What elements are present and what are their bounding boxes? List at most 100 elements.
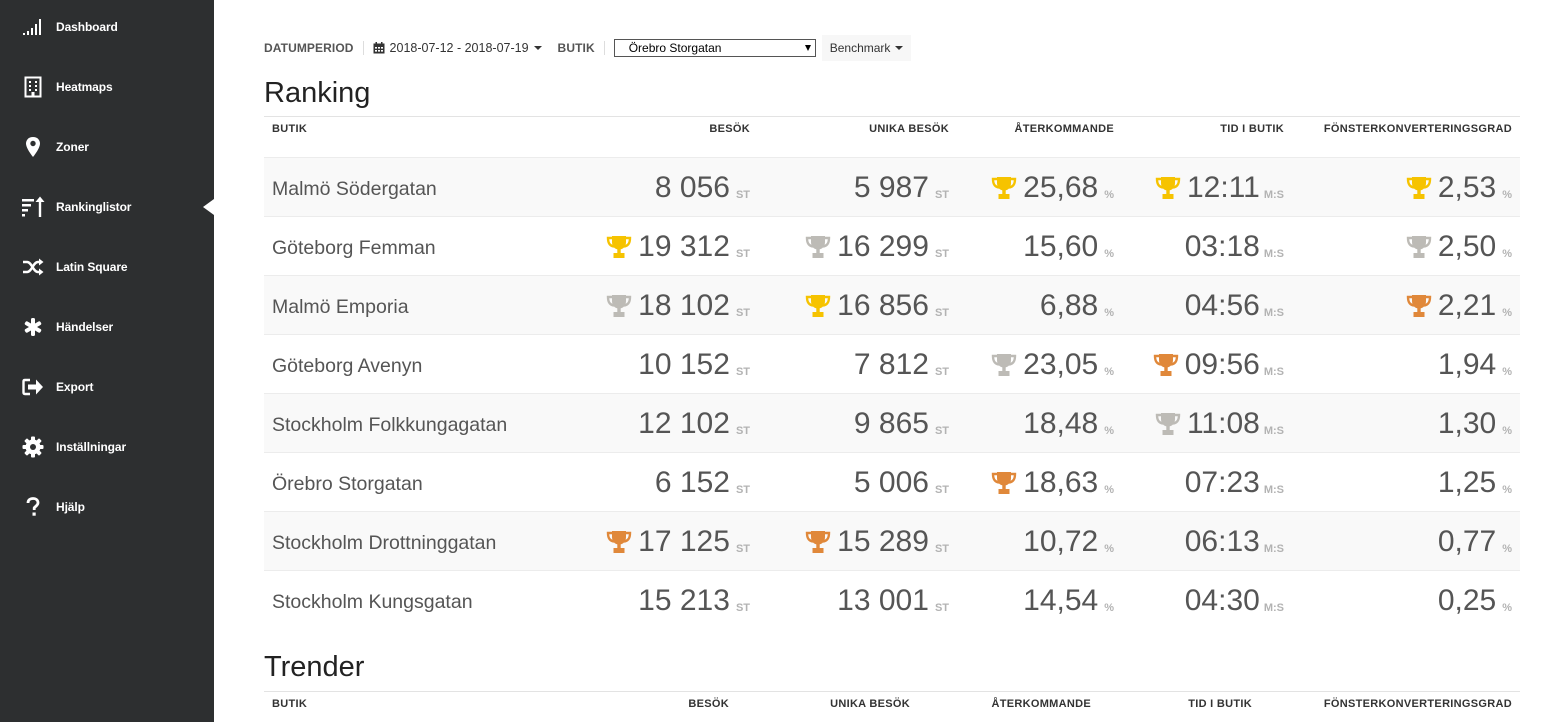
cell-conversion: 0,77% (1438, 512, 1512, 571)
unique-value: 5 987 (853, 170, 929, 204)
unit-label: ST (934, 425, 949, 437)
unit-label: ST (735, 307, 750, 319)
cell-visits: 19 312 ST (605, 217, 750, 276)
unit-label: % (1502, 543, 1512, 555)
column-header-visits[interactable]: BESÖK (688, 698, 729, 710)
cell-conversion: 1,30% (1438, 394, 1512, 453)
time-value: 04:30 (1184, 583, 1260, 617)
time-value: 03:18 (1184, 229, 1260, 263)
table-row[interactable]: Örebro Storgatan 6 152 ST 5 006 ST 18,63% 07:2… (264, 452, 1520, 511)
sidebar-item-heatmaps[interactable]: Heatmaps (0, 57, 214, 117)
visits-value: 12 102 (638, 406, 730, 440)
table-row[interactable]: Stockholm Kungsgatan 15 213 ST 13 001 ST 14,5… (264, 570, 1520, 629)
table-row[interactable]: Göteborg Femman 19 312 ST 16 299 ST 15,60% 03:… (264, 216, 1520, 275)
cell-visits: 15 213 ST (638, 571, 750, 630)
unit-label: % (1104, 602, 1114, 614)
cell-conversion: 2,50% (1405, 217, 1512, 276)
cell-time: 12:11 M:S (1154, 158, 1284, 217)
column-header-store[interactable]: BUTIK (272, 123, 308, 135)
time-value: 09:56 (1184, 347, 1260, 381)
bronze-trophy-icon (1152, 350, 1180, 380)
unit-label: % (1104, 366, 1114, 378)
table-row[interactable]: Malmö Södergatan 8 056 ST 5 987 ST 25,68% 12:1… (264, 157, 1520, 216)
store-name: Göteborg Femman (272, 237, 436, 259)
unit-label: % (1502, 602, 1512, 614)
conversion-value: 2,21 (1437, 288, 1497, 322)
store-name: Örebro Storgatan (272, 473, 423, 495)
column-header-unique[interactable]: UNIKA BESÖK (869, 123, 949, 135)
silver-trophy-icon (990, 350, 1018, 380)
cell-unique: 7 812 ST (854, 335, 949, 394)
date-range-value: 2018-07-12 - 2018-07-19 (389, 41, 529, 55)
store-name: Stockholm Folkkungagatan (272, 414, 508, 436)
store-name: Stockholm Drottninggatan (272, 532, 497, 554)
cell-conversion: 1,25% (1438, 453, 1512, 512)
sidebar-item-label: Händelser (56, 320, 114, 334)
sidebar-item-installningar[interactable]: Inställningar (0, 417, 214, 477)
column-header-unique[interactable]: UNIKA BESÖK (830, 698, 910, 710)
column-header-store[interactable]: BUTIK (272, 698, 308, 710)
filter-divider (362, 41, 364, 55)
sidebar-item-export[interactable]: Export (0, 357, 214, 417)
cell-returning: 23,05% (990, 335, 1114, 394)
unit-label: % (1104, 425, 1114, 437)
unit-label: ST (735, 189, 750, 201)
table-row[interactable]: Göteborg Avenyn 10 152 ST 7 812 ST 23,05% 09:5… (264, 334, 1520, 393)
sidebar-item-dashboard[interactable]: Dashboard (0, 0, 214, 57)
benchmark-dropdown[interactable]: Benchmark (821, 35, 912, 61)
cell-returning: 10,72% (1023, 512, 1114, 571)
store-select-value: Örebro Storgatan (628, 41, 722, 55)
chevron-down-icon (533, 46, 542, 50)
column-header-conversion[interactable]: FÖNSTERKONVERTERINGSGRAD (1323, 123, 1512, 135)
unit-label: ST (735, 248, 750, 260)
table-row[interactable]: Stockholm Folkkungagatan 12 102 ST 9 865 ST 1… (264, 393, 1520, 452)
table-row[interactable]: Malmö Emporia 18 102 ST 16 856 ST 6,88% 04:56 M… (264, 275, 1520, 334)
cell-time: 06:13 M:S (1185, 512, 1284, 571)
sidebar-item-zoner[interactable]: Zoner (0, 117, 214, 177)
cell-unique: 5 006 ST (854, 453, 949, 512)
sign-out-icon (21, 375, 45, 399)
gear-icon (21, 435, 45, 459)
sidebar-item-handelser[interactable]: Händelser (0, 297, 214, 357)
conversion-value: 1,94 (1437, 347, 1497, 381)
conversion-value: 0,77 (1437, 524, 1497, 558)
column-header-time[interactable]: TID I BUTIK (1220, 123, 1284, 135)
column-header-conversion[interactable]: FÖNSTERKONVERTERINGSGRAD (1323, 698, 1512, 710)
unit-label: M:S (1263, 425, 1284, 437)
unit-label: M:S (1263, 307, 1284, 319)
visits-value: 17 125 (638, 524, 730, 558)
unique-value: 9 865 (853, 406, 929, 440)
bronze-trophy-icon (1405, 291, 1433, 321)
table-row[interactable]: Stockholm Drottninggatan 17 125 ST 15 289 ST… (264, 511, 1520, 570)
ranking-title: Ranking (264, 77, 371, 109)
unit-label: % (1502, 425, 1512, 437)
cell-visits: 18 102 ST (605, 276, 750, 335)
time-value: 04:56 (1184, 288, 1260, 322)
sidebar-item-label: Heatmaps (56, 80, 113, 94)
column-header-time[interactable]: TID I BUTIK (1188, 698, 1252, 710)
sidebar-item-hjalp[interactable]: Hjälp (0, 477, 214, 537)
column-header-returning[interactable]: ÅTERKOMMANDE (1014, 123, 1114, 135)
cell-visits: 6 152 ST (655, 453, 750, 512)
date-range-picker[interactable]: 2018-07-12 - 2018-07-19 (373, 41, 542, 55)
calendar-icon (373, 42, 385, 54)
signal-bars-icon (21, 15, 45, 39)
sidebar-item-rankinglistor[interactable]: Rankinglistor (0, 177, 214, 237)
visits-value: 18 102 (638, 288, 730, 322)
unit-label: % (1104, 484, 1114, 496)
store-select[interactable]: Örebro Storgatan (613, 39, 816, 57)
main-content: DATUMPERIOD 2018-07-12 - 2018-07-19 BUTI… (264, 0, 1520, 722)
column-header-returning[interactable]: ÅTERKOMMANDE (991, 698, 1091, 710)
sidebar-item-latin-square[interactable]: Latin Square (0, 237, 214, 297)
unit-label: ST (735, 484, 750, 496)
unit-label: M:S (1263, 366, 1284, 378)
chevron-down-icon (895, 46, 904, 50)
returning-value: 18,48 (1023, 406, 1099, 440)
unit-label: ST (934, 189, 949, 201)
unit-label: % (1502, 307, 1512, 319)
visits-value: 6 152 (654, 465, 730, 499)
unit-label: M:S (1263, 484, 1284, 496)
column-header-visits[interactable]: BESÖK (709, 123, 750, 135)
sidebar-item-label: Export (56, 380, 94, 394)
cell-unique: 15 289 ST (804, 512, 949, 571)
